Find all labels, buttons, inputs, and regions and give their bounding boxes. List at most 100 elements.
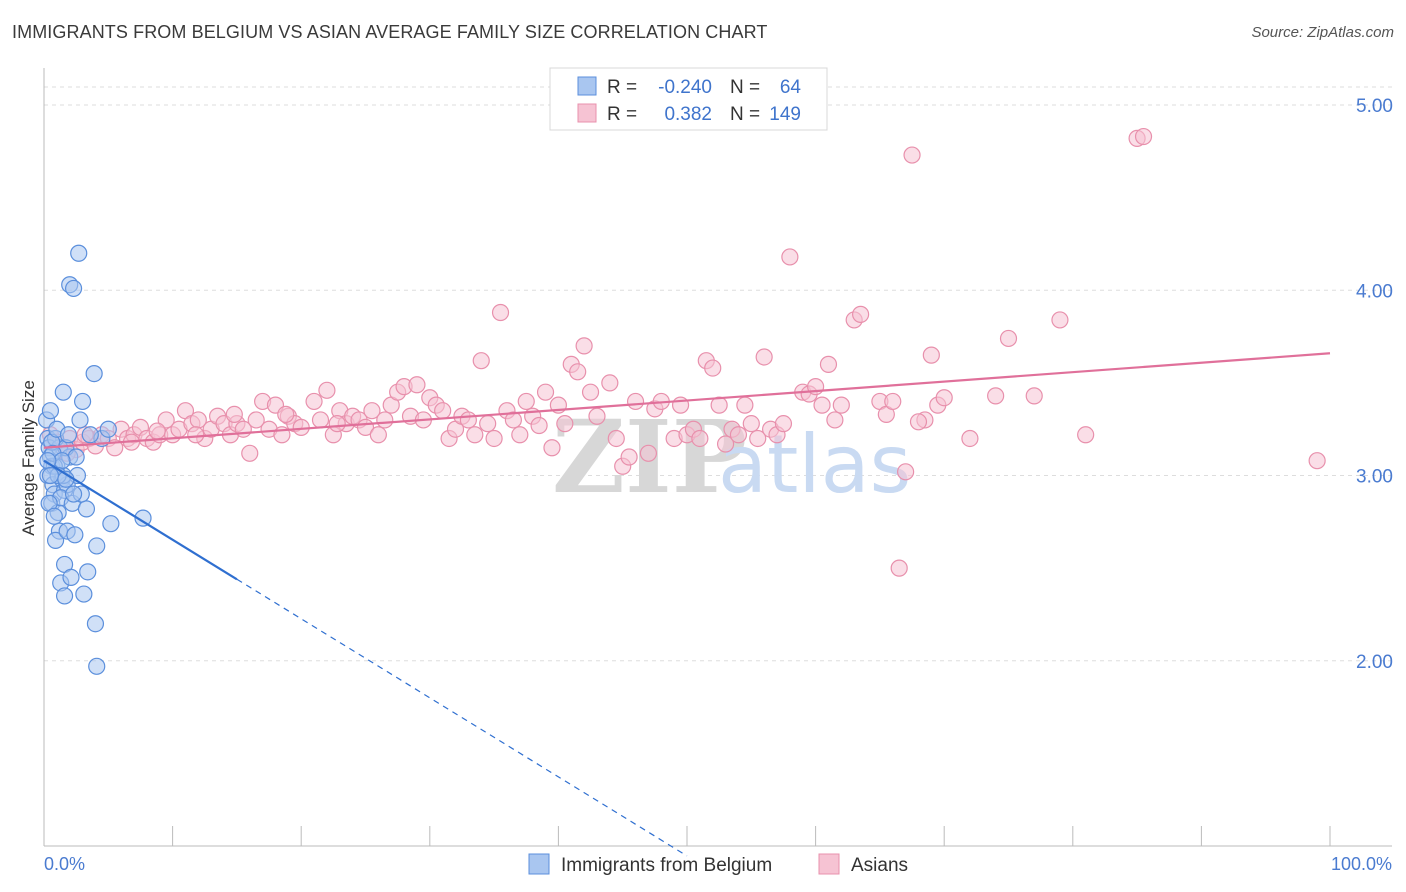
belgium-point-32 [46, 531, 65, 549]
belgium-point-24 [54, 383, 72, 401]
legend-swatch-blue [577, 76, 597, 96]
bottom-legend-label-belgium: Immigrants from Belgium [561, 855, 772, 876]
legend-swatch-pink [577, 103, 597, 123]
asians-point-50 [369, 426, 387, 444]
belgium-trend-line [43, 459, 238, 581]
belgium-point-62 [45, 507, 63, 525]
asians-point-119 [852, 305, 870, 323]
belgium-point-40 [55, 587, 74, 605]
belgium-point-43 [102, 515, 120, 533]
chart-title: IMMIGRANTS FROM BELGIUM VS ASIAN AVERAGE… [12, 22, 768, 42]
legend-n-value-0: 64 [780, 77, 802, 98]
asians-point-124 [903, 146, 921, 164]
belgium-point-54 [59, 426, 78, 444]
asians-point-18 [157, 411, 175, 429]
asians-point-64 [466, 426, 484, 444]
asians-point-129 [961, 429, 979, 448]
asians-point-63 [459, 411, 477, 429]
asians-point-131 [999, 329, 1018, 348]
legend-r-value-0: -0.240 [658, 77, 712, 98]
asians-point-102 [729, 426, 748, 444]
asians-point-65 [472, 352, 490, 370]
asians-point-145 [225, 405, 243, 423]
asians-point-32 [247, 411, 265, 429]
belgium-point-39 [79, 563, 97, 581]
asians-point-136 [1134, 127, 1153, 146]
asians-point-143 [148, 422, 166, 440]
asians-point-67 [485, 429, 503, 448]
asians-point-70 [504, 411, 522, 429]
watermark: ZIP atlas [552, 398, 911, 516]
asians-point-100 [716, 435, 735, 453]
belgium-point-63 [64, 485, 83, 503]
trend-lines [43, 352, 1331, 857]
asians-point-82 [581, 383, 600, 401]
asians-point-88 [626, 392, 645, 411]
legend-n-label-1: N = [730, 104, 760, 125]
bottom-legend-swatch-pink [818, 853, 840, 875]
legend-r-label-1: R = [607, 104, 637, 125]
asians-point-96 [691, 429, 709, 448]
asians-point-72 [517, 392, 535, 411]
asians-point-132 [1025, 387, 1043, 405]
asians-point-117 [832, 396, 850, 414]
asians-point-115 [819, 355, 838, 373]
asians-point-87 [620, 448, 638, 466]
source-credit: Source: ZipAtlas.com [1251, 24, 1394, 41]
belgium-point-26 [73, 392, 92, 411]
y-tick-label-0: 2.00 [1356, 652, 1393, 673]
legend-r-value-1: 0.382 [664, 104, 712, 125]
belgium-point-42 [88, 537, 106, 555]
asians-point-74 [530, 416, 548, 435]
asians-point-59 [434, 402, 452, 420]
asians-point-71 [511, 426, 529, 444]
asians-point-134 [1077, 426, 1095, 444]
asians-point-147 [328, 415, 346, 433]
asians-point-85 [607, 429, 625, 448]
asians-point-104 [742, 415, 760, 433]
asians-point-139 [909, 413, 928, 431]
asians-point-76 [543, 439, 561, 457]
asians-point-109 [774, 415, 793, 433]
asians-point-133 [1051, 311, 1069, 329]
belgium-point-49 [81, 426, 99, 444]
belgium-point-28 [70, 244, 88, 262]
belgium-point-53 [67, 448, 85, 466]
asians-point-105 [749, 429, 767, 448]
asians-point-84 [601, 374, 619, 392]
x-tick-label-max: 100.0% [1331, 854, 1392, 874]
asians-point-78 [556, 415, 574, 433]
belgium-point-30 [64, 279, 83, 298]
asians-point-138 [890, 559, 908, 577]
asians-point-75 [536, 383, 555, 401]
asians-point-40 [305, 392, 323, 411]
belgium-points [37, 244, 152, 675]
y-tick-label-3: 5.00 [1356, 96, 1393, 117]
belgium-point-27 [85, 365, 103, 383]
asians-point-103 [736, 396, 754, 414]
asians-point-55 [408, 376, 426, 394]
asians-point-68 [491, 303, 510, 322]
x-tick-label-min: 0.0% [44, 854, 85, 874]
asians-point-81 [575, 337, 593, 355]
asians-point-126 [922, 346, 940, 364]
belgium-point-44 [134, 509, 152, 527]
asians-point-123 [897, 463, 915, 481]
asians-point-80 [569, 363, 587, 381]
watermark-atlas: atlas [718, 418, 911, 511]
y-tick-label-1: 3.00 [1356, 467, 1393, 488]
asians-point-42 [318, 381, 336, 399]
asians-point-128 [935, 389, 953, 407]
bottom-legend-label-asians: Asians [851, 855, 908, 876]
asians-point-31 [241, 444, 259, 462]
asians-point-83 [588, 407, 606, 425]
legend-n-value-1: 149 [769, 104, 801, 125]
asians-point-116 [826, 411, 844, 429]
asians-point-98 [704, 359, 722, 377]
asians-point-110 [781, 248, 799, 266]
y-axis-label: Average Family Size [19, 380, 38, 536]
belgium-point-34 [66, 526, 84, 544]
bottom-legend: Immigrants from Belgium Asians [528, 853, 908, 876]
asians-point-114 [813, 396, 831, 414]
